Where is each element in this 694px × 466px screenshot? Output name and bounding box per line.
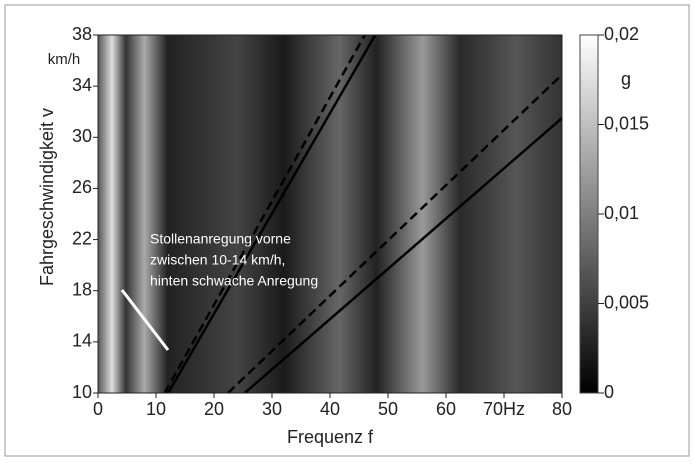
x-tick-label: 10 (146, 399, 166, 419)
x-tick-label: 80 (552, 399, 572, 419)
y-unit: km/h (48, 51, 81, 68)
y-tick-label: 10 (72, 382, 92, 402)
colorbar-label: g (621, 69, 631, 89)
x-tick-label: 30 (262, 399, 282, 419)
colorbar-tick-label: 0,01 (604, 203, 639, 223)
order-line (167, 35, 377, 393)
y-tick-label: 26 (72, 177, 92, 197)
x-tick-label: 0 (93, 399, 103, 419)
colorbar-tick-label: 0,015 (604, 113, 649, 133)
colorbar-tick-label: 0,005 (604, 292, 649, 312)
x-tick-label: 60 (436, 399, 456, 419)
y-axis-label: Fahrgeschwindigkeit v (37, 108, 57, 286)
order-line (163, 35, 366, 393)
frame (4, 4, 690, 457)
x-tick-label: 40 (320, 399, 340, 419)
x-tick-label: 20 (204, 399, 224, 419)
x-tick-label: 50 (378, 399, 398, 419)
order-line (227, 73, 562, 393)
annotation: hinten schwache Anregung (150, 273, 318, 289)
annotation: zwischen 10-14 km/h, (150, 252, 285, 268)
y-tick-label: 14 (72, 331, 92, 351)
annotation: Stollenanregung vorne (150, 231, 291, 247)
colorbar-tick-label: 0 (604, 382, 614, 402)
x-tick-label: 70Hz (483, 399, 525, 419)
colorbar (579, 34, 599, 394)
colorbar-tick-label: 0,02 (604, 24, 639, 44)
plot-border (97, 34, 563, 394)
y-tick-label: 18 (72, 279, 92, 299)
x-axis-label: Frequenz f (287, 427, 374, 447)
y-tick-label: 30 (72, 126, 92, 146)
y-tick-label: 38 (72, 24, 92, 44)
heatmap (98, 35, 562, 393)
y-tick-label: 34 (72, 75, 92, 95)
order-line (243, 117, 562, 393)
y-tick-label: 22 (72, 228, 92, 248)
annotation-arrow (120, 289, 170, 351)
